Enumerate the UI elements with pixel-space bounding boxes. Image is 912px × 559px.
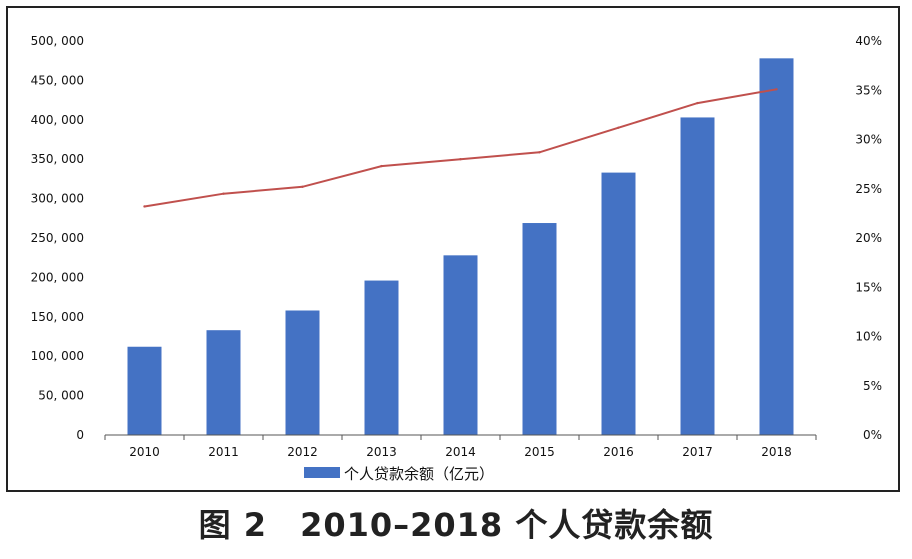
y-left-tick-label: 100, 000 xyxy=(31,349,84,363)
bar-2018 xyxy=(759,58,794,435)
y-right-tick-label: 10% xyxy=(855,330,882,344)
y-right-tick-label: 40% xyxy=(855,34,882,48)
y-left-tick-label: 50, 000 xyxy=(38,389,84,403)
legend-label: 个人贷款余额（亿元） xyxy=(344,465,494,483)
bar-2012 xyxy=(285,310,320,435)
y-right-tick-label: 0% xyxy=(863,428,882,442)
x-tick-label-2012: 2012 xyxy=(287,445,318,459)
bar-2010 xyxy=(127,346,162,435)
y-left-tick-label: 400, 000 xyxy=(31,113,84,127)
y-left-tick-label: 350, 000 xyxy=(31,152,84,166)
ratio-point-2013 xyxy=(380,164,383,168)
x-tick-label-2010: 2010 xyxy=(129,445,160,459)
legend-swatch xyxy=(304,467,340,478)
y-left-tick-label: 200, 000 xyxy=(31,270,84,284)
bar-2016 xyxy=(601,172,636,435)
y-left-tick-label: 450, 000 xyxy=(31,73,84,87)
ratio-point-2012 xyxy=(301,185,304,188)
x-tick-label-2016: 2016 xyxy=(603,445,634,459)
ratio-point-2016 xyxy=(617,126,620,129)
y-right-tick-label: 35% xyxy=(855,83,882,97)
x-tick-label-2018: 2018 xyxy=(761,445,792,459)
y-right-tick-label: 30% xyxy=(855,133,882,147)
y-left-tick-label: 250, 000 xyxy=(31,231,84,245)
x-tick-label-2011: 2011 xyxy=(208,445,239,459)
y-right-tick-label: 15% xyxy=(855,280,882,294)
bar-2011 xyxy=(206,330,241,435)
x-tick-label-2014: 2014 xyxy=(445,445,476,459)
bar-2014 xyxy=(443,255,478,435)
y-left-tick-label: 150, 000 xyxy=(31,310,84,324)
y-left-tick-label: 0 xyxy=(76,428,84,442)
y-left-tick-label: 500, 000 xyxy=(31,34,84,48)
y-left-tick-label: 300, 000 xyxy=(31,192,84,206)
chart-frame: 2010 2011 2012 2013 2014 2015 2016 2017 2018 0 50,… xyxy=(6,6,900,492)
ratio-point-2014 xyxy=(459,158,462,161)
y-right-tick-label: 25% xyxy=(855,182,882,196)
bar-2017 xyxy=(680,117,715,435)
ratio-point-2015 xyxy=(538,151,541,154)
chart-svg: 2010 2011 2012 2013 2014 2015 2016 2017 2018 0 50,… xyxy=(31,34,882,483)
ratio-point-2018 xyxy=(775,88,778,91)
bar-2015 xyxy=(522,223,557,435)
ratio-point-2011 xyxy=(222,192,225,195)
ratio-point-2010 xyxy=(143,205,146,208)
figure-caption: 图 2 2010–2018 个人贷款余额 xyxy=(198,506,714,544)
y-right-tick-label: 5% xyxy=(863,379,882,393)
x-tick-label-2017: 2017 xyxy=(682,445,713,459)
bar-2013 xyxy=(364,280,399,435)
ratio-point-2017 xyxy=(696,101,699,105)
y-right-tick-label: 20% xyxy=(855,231,882,245)
x-tick-label-2015: 2015 xyxy=(524,445,555,459)
x-tick-label-2013: 2013 xyxy=(366,445,397,459)
